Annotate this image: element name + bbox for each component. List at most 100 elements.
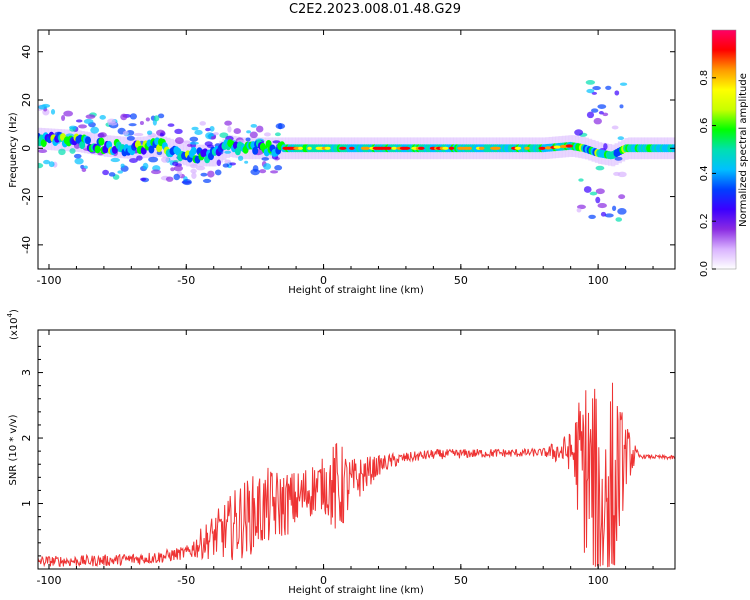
- spectrogram-speckle: [73, 153, 82, 159]
- spectrogram-speckle: [214, 169, 222, 176]
- spectrogram-halo: [110, 135, 115, 158]
- spectrogram-speckle: [250, 123, 258, 128]
- spectrogram-speckle: [58, 148, 66, 156]
- spectrogram-speckle: [207, 170, 215, 178]
- spectrogram-speckle: [191, 126, 199, 131]
- spectrogram-speckle: [189, 141, 199, 145]
- spectrogram-speckle: [173, 165, 183, 172]
- spectrogram-ridge: [94, 145, 101, 154]
- spectrogram-speckle: [574, 129, 584, 136]
- spectrogram-peak: [544, 146, 552, 150]
- spectrogram-speckle: [274, 165, 283, 171]
- spectrogram-speckle: [48, 161, 55, 168]
- spectrogram-speckle: [182, 140, 191, 144]
- snr-ylabel: SNR (10 * v/v): [8, 414, 19, 485]
- spectrogram-peak: [298, 146, 303, 150]
- spectrogram-speckle: [249, 131, 258, 139]
- colorbar-tick-label: 0.8: [699, 70, 710, 86]
- spectrogram-speckle: [148, 156, 159, 163]
- spectrogram-speckle: [38, 162, 44, 169]
- spectrogram-xtick-label: -50: [177, 274, 195, 287]
- colorbar-tick-label: 0.0: [699, 261, 710, 277]
- spectrogram-speckle: [597, 104, 607, 109]
- spectrogram-speckle: [588, 214, 596, 219]
- spectrogram-peak: [324, 146, 331, 150]
- spectrogram-peak: [339, 146, 347, 150]
- spectrogram-speckle: [129, 113, 138, 120]
- spectrogram-speckle: [139, 121, 144, 126]
- spectrogram-speckle: [205, 127, 211, 132]
- spectrogram-speckle: [246, 130, 251, 134]
- spectrogram-speckle: [170, 167, 175, 172]
- spectrogram-speckle: [602, 112, 609, 117]
- spectrogram-ytick-label: 20: [20, 93, 33, 107]
- spectrogram-speckle: [161, 156, 170, 163]
- snr-ticks: -100 -50 0 50 100 1 2 3: [20, 330, 675, 587]
- spectrogram-speckle: [108, 172, 116, 177]
- spectrogram-speckle: [200, 172, 208, 177]
- colorbar-tick-label: 0.2: [699, 213, 710, 229]
- spectrogram-speckle: [576, 207, 582, 213]
- spectrogram-speckle: [245, 137, 251, 142]
- spectrogram-speckle: [191, 172, 197, 180]
- spectrogram-speckle: [605, 85, 612, 91]
- spectrogram-peak: [553, 145, 561, 149]
- spectrogram-speckle: [278, 123, 283, 130]
- spectrogram-speckle: [618, 194, 626, 200]
- spectrogram-speckle: [589, 191, 598, 196]
- spectrogram-speckle: [199, 121, 206, 126]
- spectrogram-speckle: [224, 159, 232, 164]
- spectrogram-speckle: [85, 114, 96, 119]
- spectrogram-speckle: [117, 170, 124, 174]
- snr-xtick-label: 50: [454, 574, 468, 587]
- spectrogram-speckle: [263, 163, 272, 170]
- spectrogram-speckle: [157, 113, 165, 119]
- spectrogram-speckle: [213, 132, 219, 136]
- spectrogram-speckle: [209, 125, 215, 132]
- snr-xlabel: Height of straight line (km): [288, 585, 424, 596]
- spectrogram-speckle: [229, 162, 236, 166]
- snr-background: [38, 330, 675, 569]
- spectrogram-speckle: [586, 88, 595, 94]
- spectrogram-speckle: [210, 135, 216, 140]
- spectrogram-speckle: [140, 177, 147, 181]
- spectrogram-speckle: [256, 125, 264, 133]
- spectrogram-speckle: [99, 115, 106, 120]
- spectrogram-speckle: [38, 104, 48, 110]
- spectrogram-speckle: [126, 135, 135, 141]
- spectrogram-ylabel: Frequency (Hz): [8, 112, 19, 188]
- spectrogram-speckle: [61, 114, 66, 121]
- snr-multiplier-close: ): [9, 309, 20, 313]
- snr-ytick-label: 3: [20, 369, 33, 376]
- spectrogram-peak: [448, 146, 455, 150]
- spectrogram-ticks: -100 -50 0 50 100 -40 -20 0 20 40: [20, 30, 675, 287]
- spectrogram-peak: [417, 146, 425, 150]
- spectrogram-speckle: [43, 159, 51, 165]
- spectrogram-speckle: [167, 123, 175, 127]
- spectrogram-xlabel: Height of straight line (km): [288, 285, 424, 296]
- spectrogram-ridge: [98, 137, 105, 146]
- spectrogram-speckle: [142, 162, 149, 170]
- spectrogram-speckle: [590, 108, 599, 113]
- spectrogram-speckle: [195, 165, 206, 171]
- spectrogram-speckle: [270, 170, 279, 174]
- spectrogram-speckle: [110, 157, 121, 163]
- spectrogram-speckle: [128, 123, 137, 127]
- spectrogram-speckle: [172, 161, 179, 166]
- spectrogram-ytick-label: 0: [20, 145, 33, 152]
- spectrogram-ytick-label: -20: [20, 188, 33, 206]
- spectrogram-speckle: [147, 130, 153, 135]
- spectrogram-ridge: [79, 141, 86, 150]
- snr-ytick-label: 2: [20, 435, 33, 442]
- spectrogram-speckle: [83, 118, 94, 124]
- snr-panel: -100 -50 0 50 100 1 2 3 Height of straight line…: [6, 309, 676, 596]
- spectrogram-speckle: [78, 124, 88, 129]
- spectrogram-speckle: [194, 129, 203, 136]
- spectrogram-speckle: [74, 158, 84, 165]
- spectrogram-speckle: [165, 176, 174, 182]
- spectrogram-speckle: [224, 150, 232, 154]
- spectrogram-peak: [514, 146, 522, 150]
- spectrogram-speckle: [189, 136, 199, 142]
- spectrogram-speckle: [597, 203, 607, 209]
- spectrogram-panel: -100 -50 0 50 100 -40 -20 0 20 40 Height of strai…: [8, 29, 676, 296]
